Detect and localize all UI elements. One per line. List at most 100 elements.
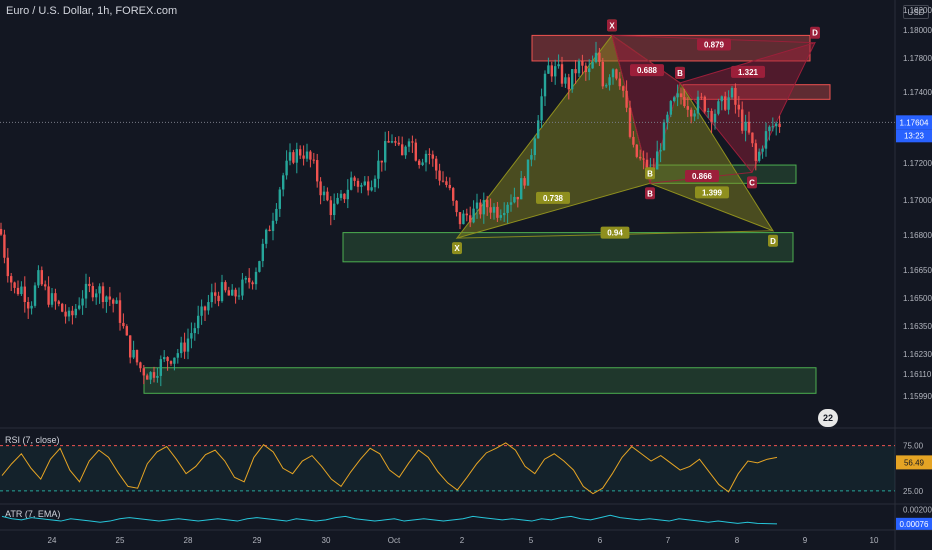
candle-body: [13, 282, 16, 288]
candle-body: [390, 141, 394, 143]
candle-body: [724, 96, 727, 110]
candle-body: [237, 295, 241, 297]
candle-body: [611, 69, 615, 78]
time-tick-label: 7: [666, 536, 671, 545]
candle-body: [217, 295, 220, 302]
candle-body: [574, 69, 577, 74]
candle-body: [186, 338, 190, 352]
candle-body: [656, 151, 659, 170]
ratio-label: 0.688: [637, 66, 658, 75]
candle-body: [54, 293, 57, 302]
candle-body: [608, 77, 611, 86]
candle-body: [584, 65, 587, 73]
candle-body: [190, 333, 193, 339]
time-tick-label: 25: [116, 536, 125, 545]
pattern-point-box: [675, 66, 685, 79]
rsi-current-label: 56.49: [904, 458, 925, 467]
candle-body: [278, 189, 281, 209]
candle-body: [414, 142, 417, 161]
candle-body: [448, 184, 451, 189]
candle-body: [118, 300, 122, 323]
ratio-label: 1.399: [702, 188, 723, 197]
candle-body: [91, 286, 94, 298]
candle-body: [207, 302, 210, 311]
candle-body: [30, 305, 33, 309]
atr-line: [1, 514, 778, 525]
candle-body: [288, 152, 292, 161]
candle-body: [475, 202, 479, 209]
candle-body: [567, 77, 570, 90]
candle-body: [132, 350, 135, 358]
candle-body: [265, 229, 268, 244]
rsi-label[interactable]: RSI (7, close): [5, 435, 60, 445]
pattern-point-box: [645, 187, 655, 200]
rsi-line: [1, 442, 778, 495]
candle-body: [220, 282, 224, 302]
time-tick-label: Oct: [388, 536, 401, 545]
tradingview-logo-icon[interactable]: 22: [818, 409, 838, 427]
price-tick-label: 1.16500: [903, 294, 932, 303]
candle-body: [254, 271, 258, 285]
time-tick-label: 6: [598, 536, 603, 545]
time-tick-label: 28: [184, 536, 193, 545]
atr-label[interactable]: ATR (7, EMA): [5, 509, 61, 519]
candle-body: [373, 178, 377, 188]
ratio-label-box: [630, 64, 664, 77]
candle-body: [734, 87, 737, 105]
candle-body: [686, 106, 689, 110]
harmonic-pattern-triangle: [679, 41, 816, 174]
candle-body: [703, 96, 706, 112]
candle-body: [343, 193, 346, 200]
pattern-point-label: C: [749, 178, 755, 187]
candle-body: [486, 200, 489, 208]
last-price-box: [896, 115, 932, 130]
ratio-label: 0.738: [543, 194, 564, 203]
candle-body: [482, 200, 485, 215]
currency-badge[interactable]: USD: [903, 5, 929, 19]
candle-body: [758, 151, 761, 161]
candle-body: [713, 113, 717, 123]
candle-body: [295, 149, 298, 163]
candle-body: [465, 213, 468, 216]
candle-body: [33, 285, 37, 306]
candle-body: [676, 93, 679, 98]
pattern-point-label: B: [647, 169, 653, 178]
resistance-zone: [531, 34, 811, 62]
candle-body: [50, 293, 54, 305]
support-zone: [342, 232, 794, 263]
candle-body: [81, 298, 84, 306]
candle-body: [696, 96, 700, 114]
candle-body: [428, 153, 431, 155]
candle-body: [499, 215, 502, 218]
candle-body: [560, 64, 564, 84]
candle-body: [618, 78, 621, 87]
candle-body: [394, 141, 397, 143]
candle-body: [717, 101, 720, 114]
candle-body: [747, 121, 751, 133]
candle-body: [496, 206, 499, 218]
candle-body: [163, 357, 166, 360]
candle-body: [95, 293, 98, 298]
candle-body: [642, 158, 645, 160]
candle-body: [108, 296, 111, 300]
candle-body: [557, 64, 560, 67]
candle-body: [125, 326, 128, 336]
candle-body: [751, 132, 754, 144]
candle-body: [231, 289, 234, 296]
pattern-point-label: B: [647, 189, 653, 198]
support-zone: [143, 367, 817, 394]
candle-body: [135, 350, 139, 363]
candle-body: [336, 197, 339, 204]
candle-body: [20, 286, 23, 295]
candle-body: [571, 69, 574, 90]
price-tick-label: 1.18200: [903, 6, 932, 15]
candle-body: [285, 160, 288, 176]
candle-body: [404, 146, 407, 156]
candle-body: [98, 286, 101, 294]
candle-body: [479, 202, 482, 215]
candle-body: [384, 141, 387, 163]
ratio-label-box: [695, 186, 729, 199]
candle-body: [540, 96, 543, 121]
candle-body: [520, 178, 523, 200]
